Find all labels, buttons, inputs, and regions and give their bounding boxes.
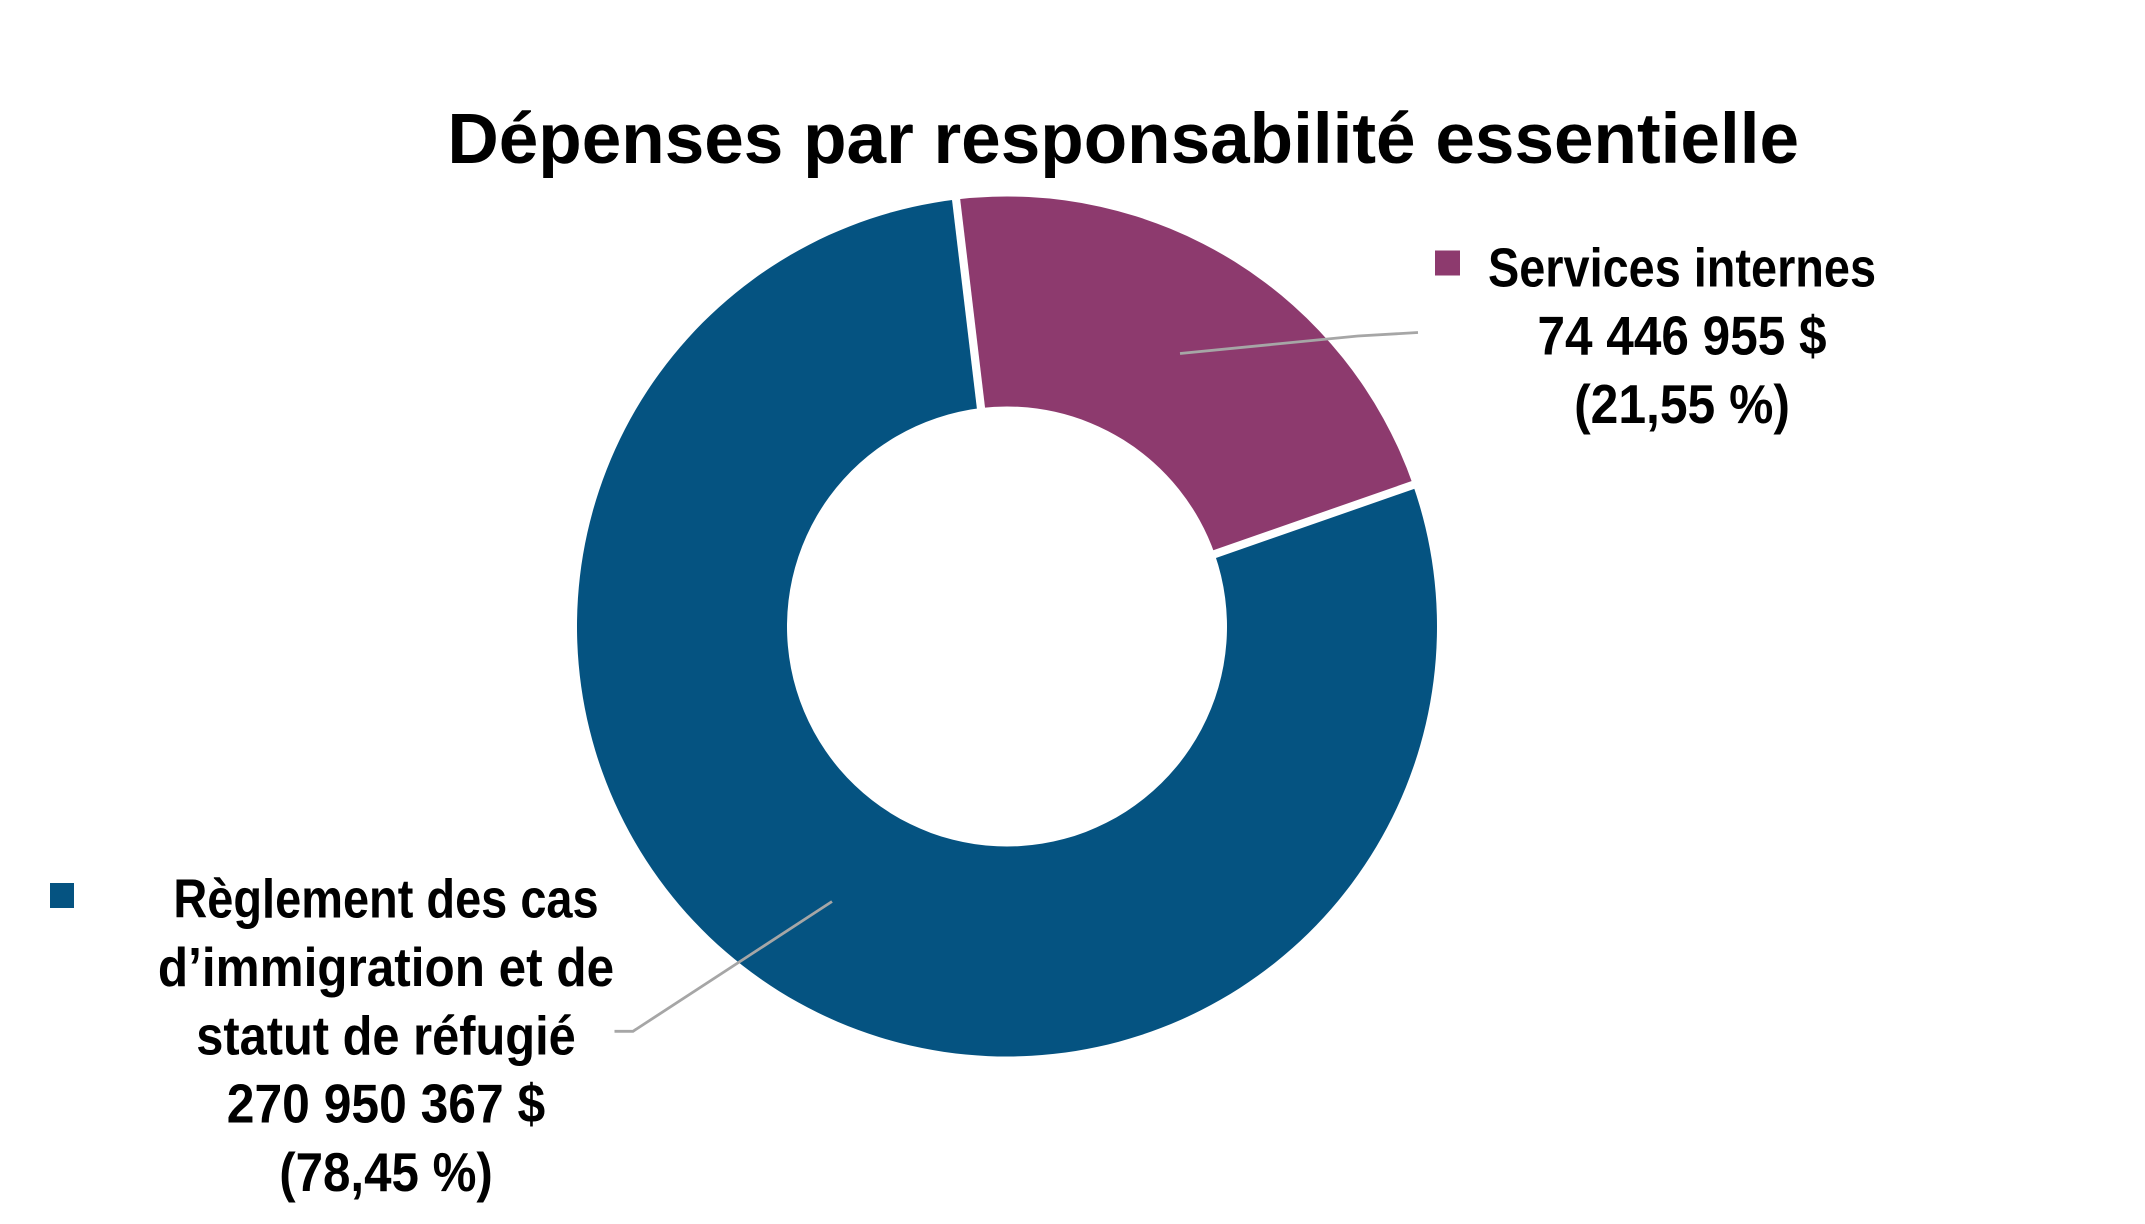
svg-text:d’immigration et de: d’immigration et de bbox=[158, 938, 614, 999]
svg-text:Règlement des cas: Règlement des cas bbox=[173, 868, 598, 929]
svg-text:270 950 367 $: 270 950 367 $ bbox=[227, 1074, 545, 1135]
svg-text:(78,45 %): (78,45 %) bbox=[279, 1143, 493, 1204]
svg-text:74 446 955 $: 74 446 955 $ bbox=[1537, 306, 1826, 367]
svg-text:Dépenses par responsabilité es: Dépenses par responsabilité essentielle bbox=[447, 100, 1799, 179]
svg-text:(21,55 %): (21,55 %) bbox=[1574, 375, 1790, 436]
svg-text:statut de réfugié: statut de réfugié bbox=[196, 1006, 576, 1067]
svg-text:Services internes: Services internes bbox=[1488, 237, 1876, 298]
